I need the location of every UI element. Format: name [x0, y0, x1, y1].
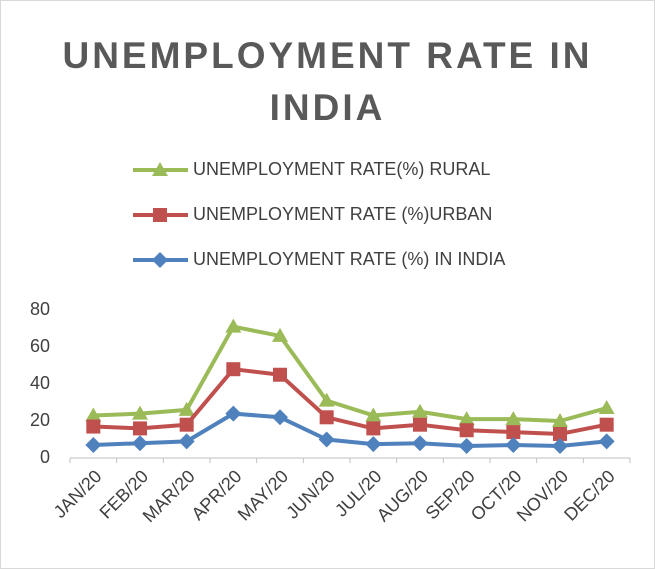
y-tick-label: 80: [30, 299, 50, 319]
x-tick-label: MAY/20: [234, 466, 292, 524]
x-tick-label: MAR/20: [139, 466, 199, 526]
marker: [412, 403, 428, 418]
marker: [598, 433, 615, 450]
marker: [86, 419, 101, 434]
marker: [598, 400, 615, 415]
x-tick-label: JUN/20: [282, 466, 339, 523]
x-tick-label: AUG/20: [373, 466, 432, 525]
marker: [318, 392, 335, 407]
marker: [225, 405, 242, 422]
marker: [505, 437, 522, 454]
marker: [132, 405, 148, 420]
legend-marker: [152, 252, 168, 268]
legend-marker: [152, 162, 168, 176]
y-tick-label: 0: [40, 447, 50, 467]
x-tick-label: DEC/20: [560, 466, 619, 525]
marker: [132, 435, 148, 452]
marker: [506, 425, 521, 440]
legend-label: UNEMPLOYMENT RATE(%) RURAL: [193, 159, 490, 179]
marker: [319, 410, 334, 425]
x-tick-label: JAN/20: [50, 466, 106, 522]
marker: [178, 401, 195, 416]
x-tick-label: APR/20: [188, 466, 246, 524]
marker: [178, 433, 195, 450]
marker: [272, 327, 288, 342]
marker: [272, 409, 288, 426]
series-line: [93, 324, 608, 423]
marker: [179, 417, 194, 432]
marker: [458, 437, 475, 454]
legend-label: UNEMPLOYMENT RATE (%) IN INDIA: [193, 249, 505, 269]
x-tick-label: NOV/20: [513, 466, 572, 525]
legend-label: UNEMPLOYMENT RATE (%)URBAN: [193, 204, 492, 224]
marker: [505, 411, 522, 426]
marker: [599, 417, 614, 432]
chart-title: UNEMPLOYMENT RATE IN INDIA: [62, 35, 593, 128]
marker: [459, 423, 474, 438]
marker: [85, 437, 102, 454]
marker: [85, 407, 102, 422]
marker: [225, 318, 242, 333]
marker: [413, 417, 427, 432]
y-tick-label: 20: [30, 410, 50, 430]
marker: [552, 437, 568, 454]
marker: [318, 431, 335, 448]
marker: [458, 411, 475, 426]
y-tick-label: 40: [30, 373, 50, 393]
marker: [552, 413, 568, 427]
marker: [412, 435, 428, 452]
marker: [273, 367, 287, 382]
marker: [366, 421, 381, 436]
legend-marker: [153, 208, 167, 222]
marker: [226, 362, 241, 377]
marker: [365, 407, 382, 422]
y-tick-label: 60: [30, 336, 50, 356]
series-line: [93, 367, 608, 436]
marker: [553, 426, 567, 441]
marker: [365, 436, 382, 453]
marker: [133, 421, 147, 436]
